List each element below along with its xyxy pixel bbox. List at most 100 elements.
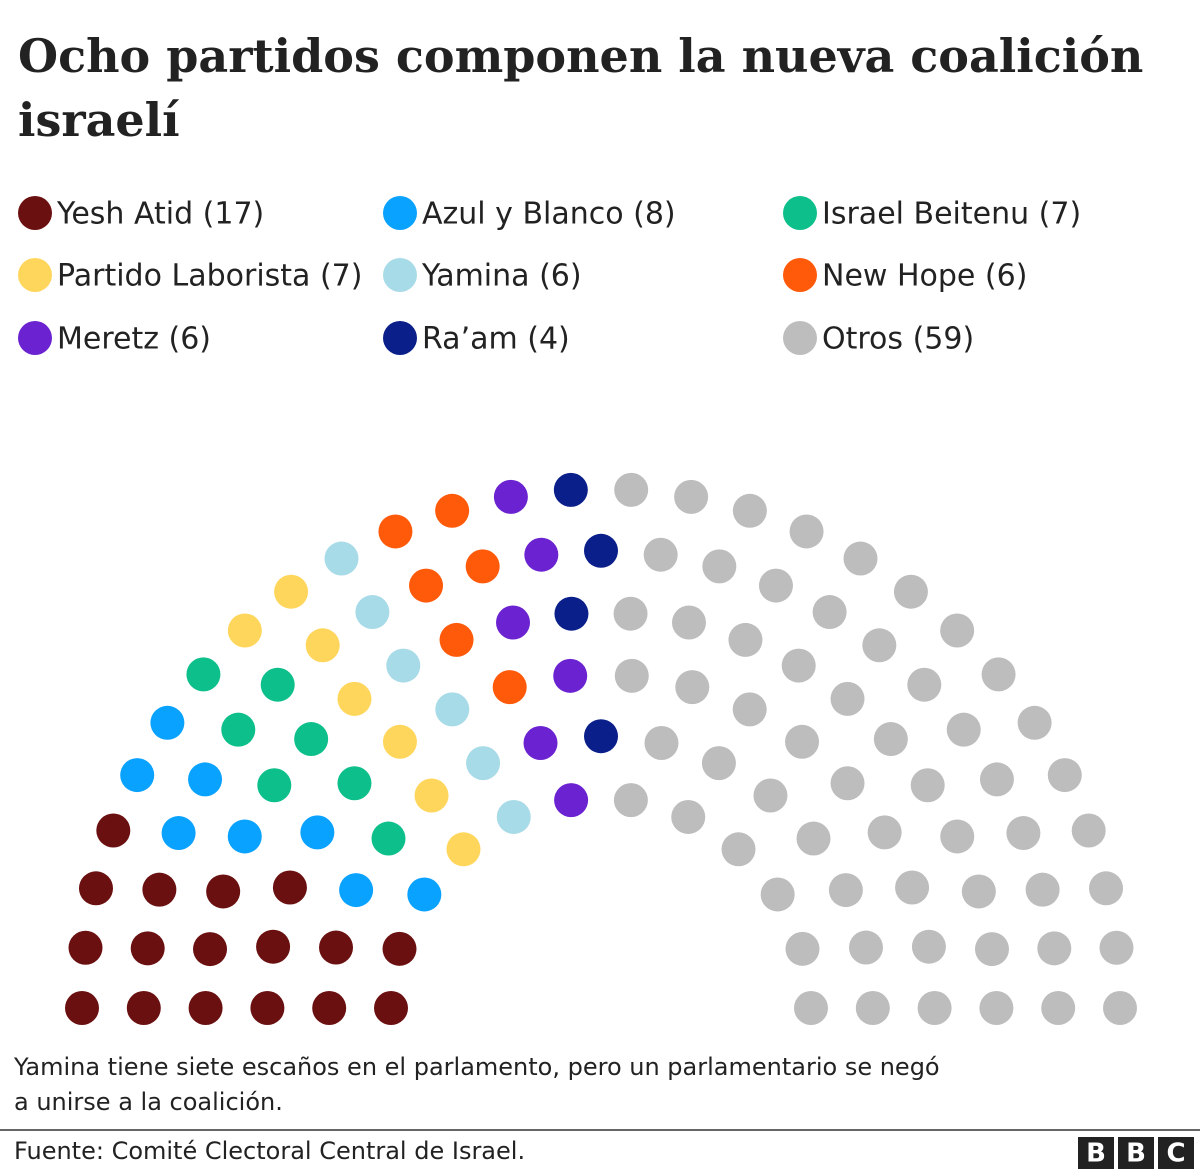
note: a unirse a la coalición.	[14, 1088, 283, 1116]
seat	[374, 991, 408, 1025]
seat	[554, 596, 589, 631]
seat	[830, 681, 865, 716]
seat	[1025, 872, 1060, 907]
seat	[305, 628, 340, 663]
seat	[1041, 991, 1076, 1025]
legend-swatch	[18, 196, 52, 230]
seat	[785, 931, 820, 966]
seat	[126, 991, 161, 1025]
seat	[674, 479, 709, 514]
seat	[1006, 816, 1041, 851]
seat	[272, 870, 307, 905]
seat	[465, 549, 500, 584]
seat	[702, 549, 737, 584]
seat	[979, 762, 1014, 797]
seat	[378, 514, 413, 549]
seat	[911, 929, 946, 964]
seat	[250, 991, 285, 1025]
seat	[186, 657, 221, 692]
seat	[907, 667, 942, 702]
seat	[150, 705, 185, 740]
seat	[193, 932, 228, 967]
logo-letter: B	[1126, 1139, 1146, 1169]
seat	[260, 667, 295, 702]
seat	[337, 681, 372, 716]
legend-swatch	[383, 258, 417, 292]
seat	[256, 929, 291, 964]
seat	[312, 991, 347, 1025]
seat	[68, 930, 103, 965]
seat	[910, 768, 945, 803]
seat	[120, 758, 155, 793]
legend-swatch	[383, 321, 417, 355]
seat	[553, 472, 588, 507]
legend-label: Israel Beitenu (7)	[822, 197, 1081, 232]
logo-box	[1118, 1137, 1154, 1169]
seat	[439, 622, 474, 657]
seat	[227, 819, 262, 854]
seat	[407, 877, 442, 912]
seat	[843, 541, 878, 576]
seat	[1037, 931, 1072, 966]
seat	[492, 670, 527, 705]
legend-label: Ra’am (4)	[422, 322, 570, 357]
seat	[946, 712, 981, 747]
seat	[337, 766, 372, 801]
chart-title: israelí	[18, 93, 180, 147]
note: Yamina tiene siete escaños en el parlame…	[13, 1053, 940, 1081]
seat	[862, 628, 897, 663]
seat	[435, 692, 470, 727]
seat	[1089, 871, 1124, 906]
legend-swatch	[783, 321, 817, 355]
seat	[981, 657, 1016, 692]
seat	[917, 991, 952, 1025]
legend-label: Yamina (6)	[421, 259, 582, 294]
seat	[643, 537, 678, 572]
seat	[142, 872, 177, 907]
seat	[414, 778, 449, 813]
seat	[789, 514, 824, 549]
chart-title: Ocho partidos componen la nueva coalició…	[18, 29, 1143, 83]
logo-box	[1158, 1137, 1194, 1169]
seat	[940, 613, 975, 648]
seat	[1071, 813, 1106, 848]
seat	[721, 832, 756, 867]
seat	[96, 813, 131, 848]
seat	[732, 493, 767, 528]
seat	[382, 931, 417, 966]
legend-swatch	[18, 258, 52, 292]
seat	[161, 816, 196, 851]
seat	[339, 873, 374, 908]
seat	[446, 832, 481, 867]
seat	[221, 712, 256, 747]
seat	[828, 873, 863, 908]
seat	[1099, 930, 1134, 965]
legend-swatch	[783, 196, 817, 230]
seat	[188, 991, 223, 1025]
seat	[873, 722, 908, 757]
seat	[1017, 705, 1052, 740]
seat	[671, 799, 706, 834]
seat	[613, 783, 648, 818]
legend-swatch	[383, 196, 417, 230]
legend-label: Yesh Atid (17)	[56, 197, 264, 232]
legend-label: New Hope (6)	[822, 259, 1027, 294]
seat	[796, 821, 831, 856]
legend-swatch	[18, 321, 52, 355]
seat	[613, 596, 648, 631]
legend-label: Otros (59)	[822, 322, 974, 357]
seat	[614, 472, 649, 507]
seat	[671, 605, 706, 640]
seat	[830, 766, 865, 801]
seat	[893, 574, 928, 609]
seat	[294, 722, 329, 757]
legend-label: Azul y Blanco (8)	[422, 197, 676, 232]
legend-label: Meretz (6)	[57, 322, 211, 357]
seat	[728, 622, 763, 657]
seat	[855, 991, 890, 1025]
seat	[524, 537, 559, 572]
seat	[584, 719, 618, 754]
seat	[435, 493, 470, 528]
seat	[553, 658, 588, 693]
